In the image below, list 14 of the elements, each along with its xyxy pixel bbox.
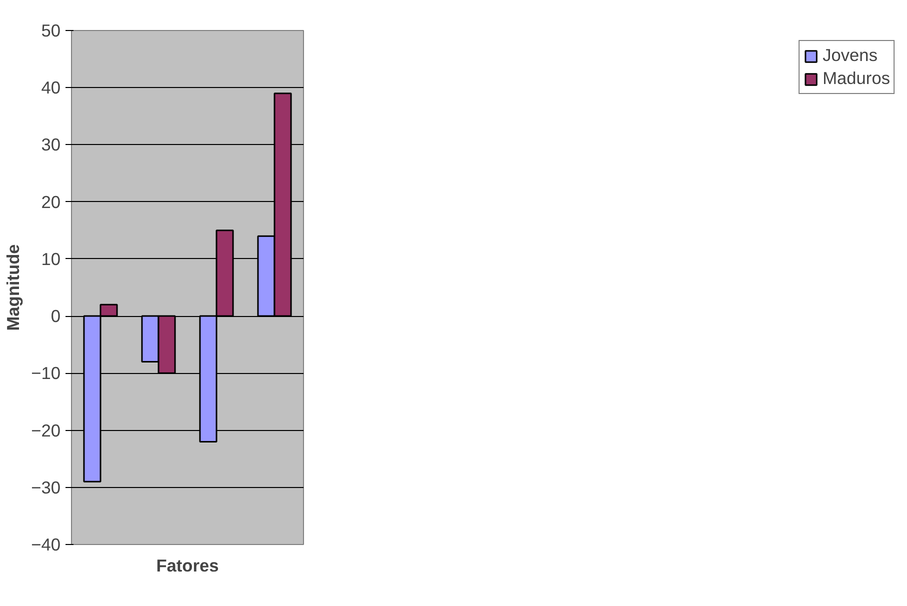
y-tick-label: −30 — [31, 477, 61, 498]
y-tick-label: 0 — [50, 306, 61, 326]
x-axis-title: Fatores — [156, 556, 219, 576]
y-tick-label: 40 — [41, 78, 61, 98]
y-tick-label: 20 — [41, 192, 61, 212]
y-tick-label: −40 — [31, 534, 61, 554]
legend-label: Maduros — [822, 68, 890, 89]
y-tick-label: −20 — [31, 420, 61, 440]
legend-label: Jovens — [822, 45, 878, 66]
y-tick-label: 10 — [41, 248, 61, 269]
y-tick-label: −10 — [31, 363, 61, 384]
y-axis-title: Magnitude — [3, 244, 24, 331]
y-tick-label: 30 — [41, 134, 61, 155]
y-tick-label: 50 — [41, 20, 61, 40]
